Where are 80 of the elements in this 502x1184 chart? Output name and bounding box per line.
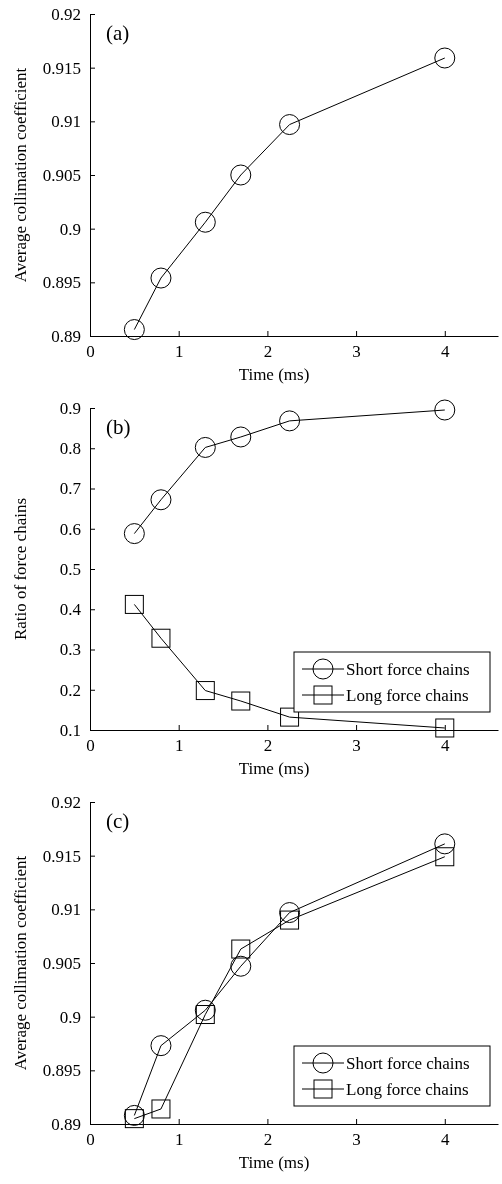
y-axis-title: Average collimation coefficient [11, 67, 30, 283]
x-tick-label: 4 [441, 1130, 451, 1150]
y-tick-label: 0.895 [42, 273, 81, 293]
y-tick-label: 0.915 [42, 846, 81, 866]
legend-label: Long force chains [346, 686, 469, 705]
y-tick-label: 0.91 [51, 112, 81, 132]
x-tick-label: 4 [441, 342, 451, 362]
x-axis-title: Time (ms) [238, 365, 310, 384]
point [123, 1104, 145, 1126]
y-tick-label: 0.91 [51, 900, 81, 920]
y-tick-label: 0.9 [59, 398, 81, 418]
point [195, 681, 215, 701]
point [280, 910, 300, 930]
point [434, 399, 456, 421]
y-tick-label: 0.905 [42, 953, 81, 973]
x-axis-title: Time (ms) [238, 759, 310, 778]
y-tick-label: 0.6 [59, 519, 81, 539]
point [150, 1035, 172, 1057]
x-tick-label: 0 [86, 1130, 95, 1150]
point [231, 691, 251, 711]
point [123, 319, 145, 341]
point [123, 523, 145, 545]
legend-label: Short force chains [346, 660, 470, 679]
y-tick-label: 0.3 [59, 640, 81, 660]
point [124, 1109, 144, 1129]
point [434, 833, 456, 855]
point [435, 847, 455, 867]
x-tick-label: 1 [174, 1130, 184, 1150]
x-tick-label: 2 [263, 736, 273, 756]
point [279, 902, 301, 924]
point [231, 939, 251, 959]
point [150, 267, 172, 289]
y-tick-label: 0.905 [42, 165, 81, 185]
y-axis-title: Average collimation coefficient [11, 855, 30, 1071]
y-tick-label: 0.7 [59, 479, 82, 499]
y-tick-label: 0.92 [51, 4, 81, 24]
point [151, 628, 171, 648]
point [194, 211, 216, 233]
y-tick-label: 0.5 [59, 559, 81, 579]
y-tick-label: 0.92 [51, 792, 81, 812]
point [230, 955, 252, 977]
point [435, 718, 455, 738]
y-tick-label: 0.1 [59, 720, 81, 740]
point [194, 436, 216, 458]
x-tick-label: 4 [441, 736, 451, 756]
x-tick-label: 3 [352, 342, 361, 362]
x-tick-label: 1 [174, 342, 184, 362]
point [434, 47, 456, 69]
y-tick-label: 0.9 [59, 1007, 81, 1027]
y-tick-label: 0.89 [51, 1114, 81, 1134]
annotation: (b) [106, 415, 131, 439]
y-tick-label: 0.9 [59, 219, 81, 239]
point [279, 114, 301, 136]
x-tick-label: 0 [86, 342, 95, 362]
point [194, 999, 216, 1021]
point [195, 1005, 215, 1025]
x-tick-label: 3 [352, 1130, 361, 1150]
point [230, 426, 252, 448]
point [150, 489, 172, 511]
x-axis-title: Time (ms) [238, 1153, 310, 1172]
x-tick-label: 2 [263, 342, 273, 362]
y-tick-label: 0.2 [59, 680, 81, 700]
x-tick-label: 0 [86, 736, 95, 756]
x-tick-label: 3 [352, 736, 361, 756]
y-tick-label: 0.895 [42, 1061, 81, 1081]
y-tick-label: 0.89 [51, 326, 81, 346]
legend-label: Short force chains [346, 1054, 470, 1073]
x-tick-label: 2 [263, 1130, 273, 1150]
point [230, 164, 252, 186]
point [279, 410, 301, 432]
annotation: (c) [106, 809, 130, 833]
x-tick-label: 1 [174, 736, 184, 756]
point [151, 1099, 171, 1119]
y-tick-label: 0.915 [42, 58, 81, 78]
point [124, 594, 144, 614]
y-tick-label: 0.4 [59, 600, 82, 620]
legend-label: Long force chains [346, 1080, 469, 1099]
annotation: (a) [106, 21, 130, 45]
y-tick-label: 0.8 [59, 439, 81, 459]
y-axis-title: Ratio of force chains [11, 497, 30, 641]
